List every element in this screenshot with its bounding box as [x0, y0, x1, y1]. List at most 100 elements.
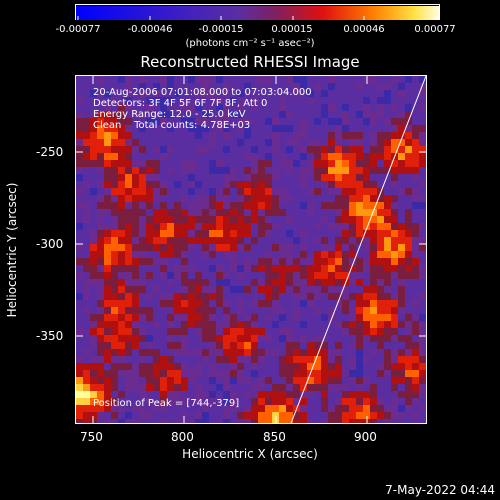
heatmap-cell	[384, 139, 391, 146]
heatmap-cell	[132, 195, 139, 202]
heatmap-cell	[405, 146, 412, 153]
heatmap-cell	[384, 216, 391, 223]
heatmap-cell	[307, 405, 314, 412]
heatmap-cell	[377, 391, 384, 398]
heatmap-cell	[391, 83, 398, 90]
heatmap-cell	[300, 153, 307, 160]
heatmap-cell	[76, 118, 83, 125]
heatmap-cell	[244, 146, 251, 153]
heatmap-cell	[153, 139, 160, 146]
heatmap-cell	[146, 125, 153, 132]
heatmap-cell	[111, 272, 118, 279]
heatmap-cell	[188, 377, 195, 384]
heatmap-cell	[300, 118, 307, 125]
heatmap-cell	[314, 139, 321, 146]
heatmap-cell	[237, 244, 244, 251]
heatmap-cell	[286, 90, 293, 97]
heatmap-cell	[314, 125, 321, 132]
heatmap-cell	[286, 307, 293, 314]
heatmap-cell	[363, 265, 370, 272]
heatmap-cell	[412, 363, 419, 370]
heatmap-cell	[342, 167, 349, 174]
heatmap-cell	[342, 223, 349, 230]
heatmap-cell	[181, 97, 188, 104]
heatmap-cell	[279, 118, 286, 125]
heatmap-cell	[349, 188, 356, 195]
heatmap-cell	[174, 230, 181, 237]
heatmap-cell	[398, 153, 405, 160]
heatmap-cell	[174, 153, 181, 160]
heatmap-cell	[97, 104, 104, 111]
heatmap-cell	[342, 118, 349, 125]
heatmap-cell	[300, 251, 307, 258]
heatmap-cell	[300, 83, 307, 90]
heatmap-cell	[321, 195, 328, 202]
heatmap-cell	[188, 321, 195, 328]
heatmap-cell	[370, 419, 377, 423]
heatmap-cell	[384, 272, 391, 279]
heatmap-cell	[412, 118, 419, 125]
heatmap-cell	[307, 384, 314, 391]
heatmap-cell	[265, 251, 272, 258]
heatmap-cell	[391, 328, 398, 335]
heatmap-cell	[188, 258, 195, 265]
heatmap-cell	[391, 216, 398, 223]
heatmap-cell	[146, 146, 153, 153]
heatmap-cell	[160, 111, 167, 118]
heatmap-cell	[146, 321, 153, 328]
heatmap-cell	[167, 132, 174, 139]
heatmap-cell	[209, 419, 216, 423]
heatmap-cell	[391, 251, 398, 258]
heatmap-cell	[342, 104, 349, 111]
heatmap-cell	[76, 363, 83, 370]
heatmap-cell	[265, 370, 272, 377]
heatmap-cell	[139, 160, 146, 167]
heatmap-cell	[132, 391, 139, 398]
heatmap-cell	[258, 293, 265, 300]
heatmap-cell	[132, 384, 139, 391]
heatmap-cell	[90, 132, 97, 139]
heatmap-cell	[188, 132, 195, 139]
heatmap-cell	[83, 335, 90, 342]
heatmap-cell	[384, 237, 391, 244]
heatmap-cell	[342, 251, 349, 258]
heatmap-cell	[307, 321, 314, 328]
heatmap-cell	[146, 384, 153, 391]
heatmap-cell	[125, 216, 132, 223]
heatmap-cell	[384, 384, 391, 391]
heatmap-cell	[230, 167, 237, 174]
heatmap-cell	[384, 83, 391, 90]
heatmap-cell	[83, 342, 90, 349]
heatmap-cell	[160, 251, 167, 258]
heatmap-cell	[90, 230, 97, 237]
heatmap-cell	[265, 111, 272, 118]
heatmap-cell	[391, 342, 398, 349]
heatmap-cell	[132, 356, 139, 363]
heatmap-cell	[391, 174, 398, 181]
heatmap-cell	[146, 370, 153, 377]
heatmap-cell	[111, 139, 118, 146]
heatmap-cell	[202, 251, 209, 258]
heatmap-cell	[286, 293, 293, 300]
heatmap-cell	[153, 356, 160, 363]
heatmap-cell	[181, 83, 188, 90]
heatmap-cell	[314, 111, 321, 118]
heatmap-cell	[104, 377, 111, 384]
heatmap-cell	[258, 83, 265, 90]
heatmap-cell	[132, 293, 139, 300]
heatmap-cell	[167, 265, 174, 272]
heatmap-cell	[279, 377, 286, 384]
heatmap-cell	[125, 153, 132, 160]
heatmap-cell	[370, 202, 377, 209]
heatmap-cell	[132, 405, 139, 412]
heatmap-cell	[146, 419, 153, 423]
heatmap-cell	[265, 146, 272, 153]
heatmap-cell	[265, 258, 272, 265]
heatmap-cell	[314, 188, 321, 195]
heatmap-cell	[230, 265, 237, 272]
heatmap-cell	[104, 167, 111, 174]
heatmap-cell	[104, 125, 111, 132]
heatmap-cell	[251, 160, 258, 167]
heatmap-cell	[97, 237, 104, 244]
heatmap-cell	[265, 279, 272, 286]
